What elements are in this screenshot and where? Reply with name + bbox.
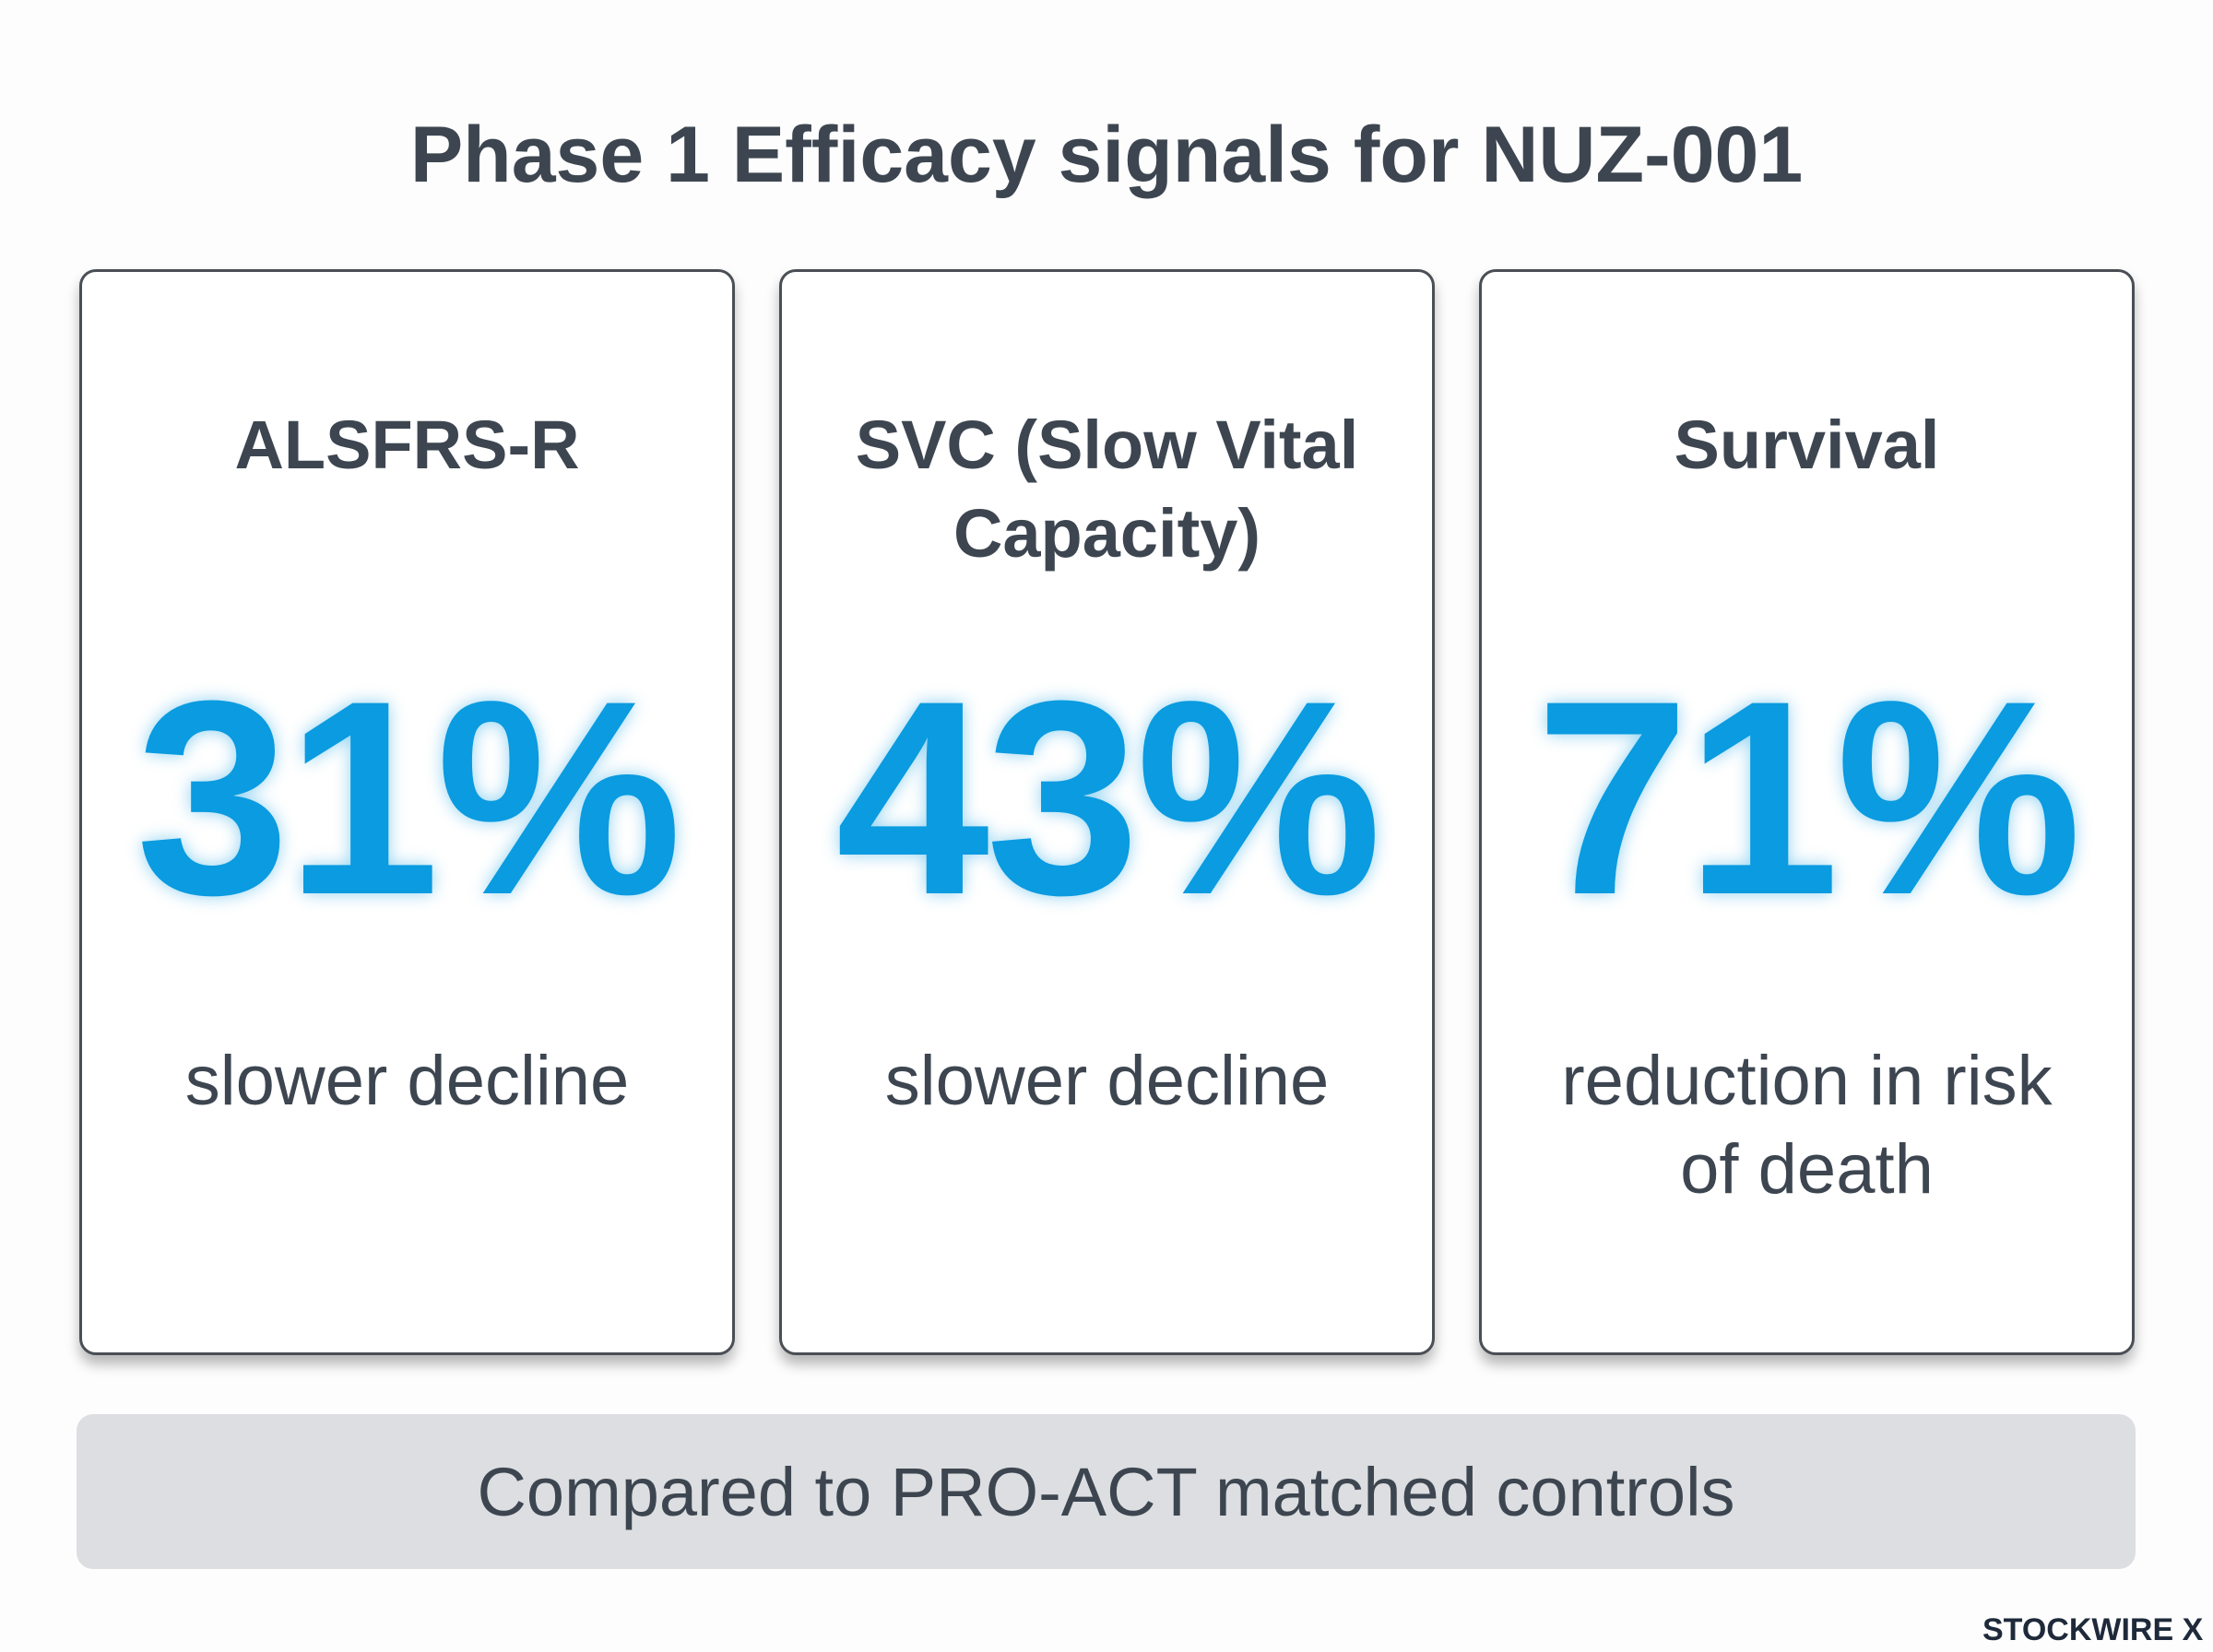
card-value: 31%	[136, 643, 681, 952]
footer-note-box: Compared to PRO-ACT matched controls	[77, 1414, 2136, 1569]
card-caption: reduction in risk of death	[1561, 1042, 2053, 1209]
stat-card: Survival 71% reduction in risk of death	[1479, 269, 2135, 1355]
card-caption: slower decline	[884, 1042, 1330, 1120]
stat-card: SVC (Slow Vital Capacity) 43% slower decli…	[779, 269, 1435, 1355]
card-caption: slower decline	[184, 1042, 630, 1120]
brand: STOCKWIRE X	[1982, 1612, 2204, 1647]
title: Phase 1 Efficacy signals for NUZ-001	[409, 111, 1804, 199]
card-value: 43%	[835, 643, 1381, 952]
card-label: Survival	[1674, 407, 1940, 483]
stat-card: ALSFRS-R 31% slower decline	[79, 269, 735, 1355]
card-value: 71%	[1535, 643, 2081, 952]
footer-note: Compared to PRO-ACT matched controls	[477, 1453, 1735, 1530]
card-label: SVC (Slow Vital Capacity)	[855, 407, 1359, 572]
card-label: ALSFRS-R	[234, 407, 580, 483]
